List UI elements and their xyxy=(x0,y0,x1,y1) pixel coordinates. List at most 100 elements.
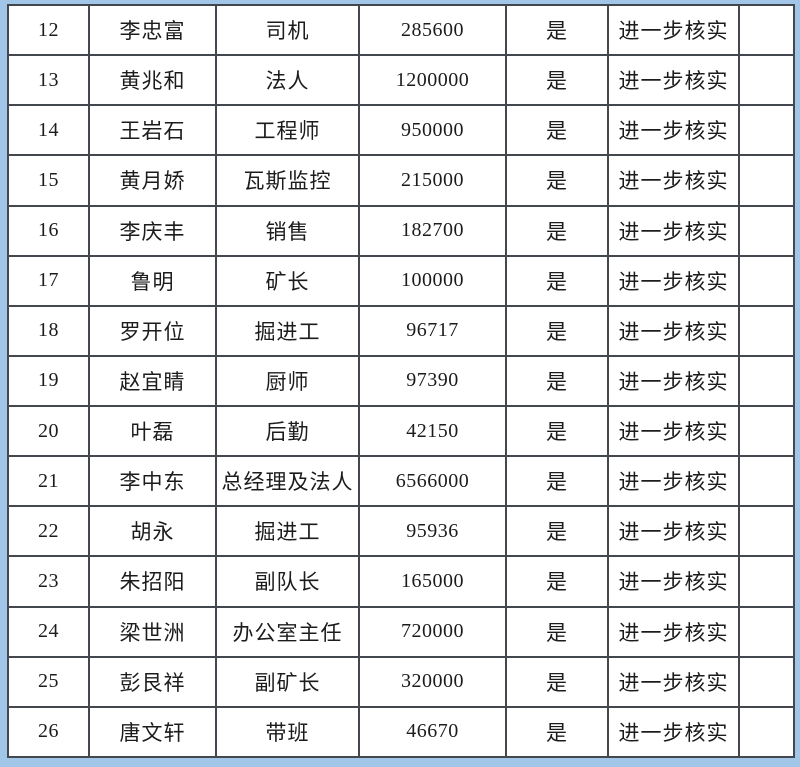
table-row: 14 王岩石 工程师 950000 是进一步核实 xyxy=(7,104,795,157)
amount-cell: 95936 xyxy=(358,505,507,558)
row-index-cell: 21 xyxy=(7,455,90,508)
blank-cell xyxy=(738,204,795,257)
table-row: 15 黄月娇 瓦斯监控 215000 是进一步核实 xyxy=(7,154,795,207)
flag-cell: 是 xyxy=(505,705,609,759)
flag-cell: 是 xyxy=(505,154,609,207)
name-cell: 叶磊 xyxy=(88,404,217,458)
flag-cell: 是 xyxy=(505,455,609,508)
row-index-cell: 16 xyxy=(7,204,90,257)
job-title-cell: 司机 xyxy=(215,3,360,57)
amount-cell: 215000 xyxy=(358,154,507,207)
row-index-cell: 17 xyxy=(7,254,90,307)
row-index-cell: 14 xyxy=(7,104,90,157)
blank-cell xyxy=(738,404,795,458)
table-row: 16 李庆丰 销售 182700 是进一步核实 xyxy=(7,204,795,257)
blank-cell xyxy=(738,555,795,608)
action-cell: 进一步核实 xyxy=(607,455,740,508)
action-cell: 进一步核实 xyxy=(607,354,740,408)
flag-cell: 是 xyxy=(505,354,609,408)
name-cell: 李中东 xyxy=(88,455,217,508)
action-cell: 进一步核实 xyxy=(607,104,740,157)
flag-cell: 是 xyxy=(505,605,609,658)
job-title-cell: 矿长 xyxy=(215,254,360,307)
table-row: 13 黄兆和 法人 1200000 是进一步核实 xyxy=(7,54,795,107)
table-body: 12 李忠富 司机 285600 是进一步核实 13 黄兆和 法人 1200000 是进一步核实 1… xyxy=(7,3,795,759)
table-row: 26 唐文轩 带班 46670 是进一步核实 xyxy=(7,705,795,759)
blank-cell xyxy=(738,254,795,307)
row-index-cell: 22 xyxy=(7,505,90,558)
row-index-cell: 15 xyxy=(7,154,90,207)
name-cell: 黄月娇 xyxy=(88,154,217,207)
job-title-cell: 掘进工 xyxy=(215,304,360,357)
amount-cell: 96717 xyxy=(358,304,507,357)
name-cell: 胡永 xyxy=(88,505,217,558)
row-index-cell: 13 xyxy=(7,54,90,107)
action-cell: 进一步核实 xyxy=(607,54,740,107)
table-row: 12 李忠富 司机 285600 是进一步核实 xyxy=(7,3,795,57)
action-cell: 进一步核实 xyxy=(607,254,740,307)
action-cell: 进一步核实 xyxy=(607,304,740,357)
job-title-cell: 办公室主任 xyxy=(215,605,360,658)
table-row: 21 李中东 总经理及法人 6566000 是进一步核实 xyxy=(7,455,795,508)
table-row: 23 朱招阳 副队长 165000 是进一步核实 xyxy=(7,555,795,608)
amount-cell: 285600 xyxy=(358,3,507,57)
row-index-cell: 19 xyxy=(7,354,90,408)
action-cell: 进一步核实 xyxy=(607,154,740,207)
flag-cell: 是 xyxy=(505,555,609,608)
name-cell: 梁世洲 xyxy=(88,605,217,658)
name-cell: 朱招阳 xyxy=(88,555,217,608)
amount-cell: 320000 xyxy=(358,655,507,708)
flag-cell: 是 xyxy=(505,104,609,157)
job-title-cell: 销售 xyxy=(215,204,360,257)
blank-cell xyxy=(738,455,795,508)
job-title-cell: 副矿长 xyxy=(215,655,360,708)
action-cell: 进一步核实 xyxy=(607,404,740,458)
name-cell: 黄兆和 xyxy=(88,54,217,107)
action-cell: 进一步核实 xyxy=(607,655,740,708)
blank-cell xyxy=(738,54,795,107)
action-cell: 进一步核实 xyxy=(607,505,740,558)
job-title-cell: 厨师 xyxy=(215,354,360,408)
job-title-cell: 总经理及法人 xyxy=(215,455,360,508)
amount-cell: 97390 xyxy=(358,354,507,408)
row-index-cell: 20 xyxy=(7,404,90,458)
name-cell: 罗开位 xyxy=(88,304,217,357)
job-title-cell: 带班 xyxy=(215,705,360,759)
action-cell: 进一步核实 xyxy=(607,555,740,608)
row-index-cell: 26 xyxy=(7,705,90,759)
blank-cell xyxy=(738,154,795,207)
row-index-cell: 18 xyxy=(7,304,90,357)
blank-cell xyxy=(738,304,795,357)
job-title-cell: 后勤 xyxy=(215,404,360,458)
job-title-cell: 瓦斯监控 xyxy=(215,154,360,207)
amount-cell: 950000 xyxy=(358,104,507,157)
name-cell: 彭艮祥 xyxy=(88,655,217,708)
amount-cell: 165000 xyxy=(358,555,507,608)
flag-cell: 是 xyxy=(505,3,609,57)
amount-cell: 6566000 xyxy=(358,455,507,508)
action-cell: 进一步核实 xyxy=(607,705,740,759)
name-cell: 鲁明 xyxy=(88,254,217,307)
job-title-cell: 工程师 xyxy=(215,104,360,157)
action-cell: 进一步核实 xyxy=(607,204,740,257)
flag-cell: 是 xyxy=(505,304,609,357)
blank-cell xyxy=(738,655,795,708)
blank-cell xyxy=(738,104,795,157)
table-row: 22 胡永 掘进工 95936 是进一步核实 xyxy=(7,505,795,558)
row-index-cell: 25 xyxy=(7,655,90,708)
table-row: 19 赵宜睛 厨师 97390 是进一步核实 xyxy=(7,354,795,408)
row-index-cell: 24 xyxy=(7,605,90,658)
name-cell: 赵宜睛 xyxy=(88,354,217,408)
amount-cell: 100000 xyxy=(358,254,507,307)
job-title-cell: 掘进工 xyxy=(215,505,360,558)
amount-cell: 1200000 xyxy=(358,54,507,107)
table-row: 18 罗开位 掘进工 96717 是进一步核实 xyxy=(7,304,795,357)
amount-cell: 42150 xyxy=(358,404,507,458)
table-row: 25 彭艮祥 副矿长 320000 是进一步核实 xyxy=(7,655,795,708)
flag-cell: 是 xyxy=(505,54,609,107)
table-row: 24 梁世洲 办公室主任 720000 是进一步核实 xyxy=(7,605,795,658)
blank-cell xyxy=(738,705,795,759)
row-index-cell: 12 xyxy=(7,3,90,57)
amount-cell: 46670 xyxy=(358,705,507,759)
name-cell: 唐文轩 xyxy=(88,705,217,759)
